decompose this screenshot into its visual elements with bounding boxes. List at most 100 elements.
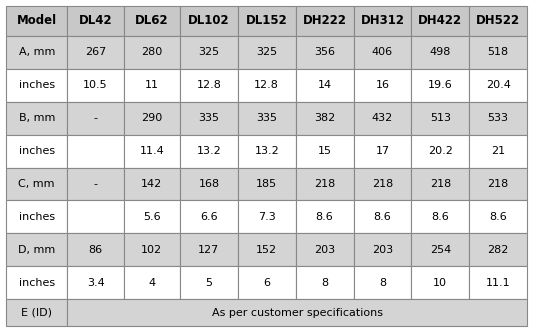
Text: As per customer specifications: As per customer specifications — [212, 307, 383, 317]
Bar — [6, 69, 68, 102]
Text: 518: 518 — [488, 47, 508, 57]
Bar — [296, 69, 353, 102]
Text: 218: 218 — [314, 179, 335, 189]
Bar — [238, 168, 296, 201]
Bar — [469, 69, 527, 102]
Text: DH312: DH312 — [360, 15, 405, 28]
Text: inches: inches — [19, 80, 55, 90]
Text: 218: 218 — [372, 179, 393, 189]
Text: 335: 335 — [256, 113, 277, 123]
Text: 20.4: 20.4 — [486, 80, 511, 90]
Text: 498: 498 — [430, 47, 451, 57]
Bar — [353, 233, 411, 266]
Text: 8.6: 8.6 — [316, 212, 334, 222]
Text: 218: 218 — [430, 179, 451, 189]
Text: 533: 533 — [488, 113, 508, 123]
Text: 218: 218 — [488, 179, 508, 189]
Text: 13.2: 13.2 — [254, 146, 279, 156]
Bar — [180, 69, 238, 102]
Bar — [180, 134, 238, 168]
Bar — [180, 168, 238, 201]
Bar — [124, 102, 180, 134]
Text: 8: 8 — [321, 278, 328, 288]
Bar — [238, 102, 296, 134]
Bar — [68, 6, 124, 36]
Bar — [68, 168, 124, 201]
Text: 335: 335 — [198, 113, 220, 123]
Bar — [124, 6, 180, 36]
Bar — [411, 6, 469, 36]
Bar — [68, 69, 124, 102]
Text: 86: 86 — [88, 245, 103, 255]
Bar — [469, 36, 527, 69]
Text: 152: 152 — [256, 245, 277, 255]
Text: 325: 325 — [198, 47, 220, 57]
Bar — [469, 6, 527, 36]
Bar — [180, 102, 238, 134]
Text: 282: 282 — [487, 245, 509, 255]
Text: DL102: DL102 — [188, 15, 230, 28]
Bar — [6, 168, 68, 201]
Text: 5.6: 5.6 — [143, 212, 160, 222]
Bar — [296, 36, 353, 69]
Bar — [296, 201, 353, 233]
Text: 8.6: 8.6 — [489, 212, 507, 222]
Bar — [6, 299, 68, 326]
Bar — [68, 201, 124, 233]
Bar — [469, 201, 527, 233]
Bar — [68, 36, 124, 69]
Text: A, mm: A, mm — [19, 47, 55, 57]
Text: 11: 11 — [145, 80, 159, 90]
Text: 254: 254 — [430, 245, 451, 255]
Text: 102: 102 — [141, 245, 163, 255]
Bar — [353, 266, 411, 299]
Bar — [6, 266, 68, 299]
Bar — [411, 102, 469, 134]
Bar — [124, 168, 180, 201]
Bar — [411, 233, 469, 266]
Bar — [353, 69, 411, 102]
Text: 267: 267 — [85, 47, 106, 57]
Bar — [180, 6, 238, 36]
Bar — [353, 36, 411, 69]
Bar — [238, 233, 296, 266]
Bar — [68, 266, 124, 299]
Bar — [124, 266, 180, 299]
Bar — [469, 134, 527, 168]
Text: 13.2: 13.2 — [197, 146, 221, 156]
Text: 6.6: 6.6 — [200, 212, 218, 222]
Text: 280: 280 — [141, 47, 163, 57]
Text: 203: 203 — [314, 245, 335, 255]
Text: 7.3: 7.3 — [258, 212, 276, 222]
Text: 21: 21 — [491, 146, 505, 156]
Text: inches: inches — [19, 146, 55, 156]
Text: 142: 142 — [141, 179, 163, 189]
Bar — [353, 168, 411, 201]
Text: DH522: DH522 — [476, 15, 520, 28]
Bar — [353, 102, 411, 134]
Text: inches: inches — [19, 278, 55, 288]
Text: DL152: DL152 — [246, 15, 288, 28]
Bar — [296, 168, 353, 201]
Text: 10: 10 — [433, 278, 447, 288]
Text: 8.6: 8.6 — [374, 212, 391, 222]
Text: 5: 5 — [205, 278, 213, 288]
Text: 127: 127 — [198, 245, 220, 255]
Text: 10.5: 10.5 — [83, 80, 108, 90]
Bar — [6, 6, 68, 36]
Text: 3.4: 3.4 — [87, 278, 104, 288]
Text: 14: 14 — [318, 80, 332, 90]
Bar — [180, 201, 238, 233]
Bar — [68, 299, 527, 326]
Text: 513: 513 — [430, 113, 451, 123]
Text: 20.2: 20.2 — [428, 146, 453, 156]
Text: 432: 432 — [372, 113, 393, 123]
Bar — [238, 266, 296, 299]
Text: -: - — [94, 179, 98, 189]
Bar — [6, 134, 68, 168]
Bar — [238, 134, 296, 168]
Bar — [469, 168, 527, 201]
Text: DL62: DL62 — [135, 15, 168, 28]
Text: B, mm: B, mm — [19, 113, 55, 123]
Text: 382: 382 — [314, 113, 335, 123]
